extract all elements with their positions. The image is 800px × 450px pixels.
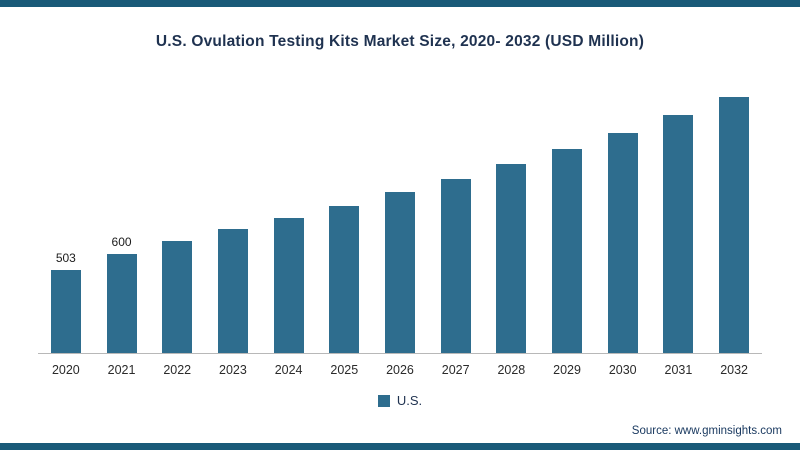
- x-tick-label: 2032: [720, 363, 748, 377]
- x-tick-label: 2031: [664, 363, 693, 377]
- bar: [663, 115, 694, 353]
- bar-column: 503: [38, 251, 94, 353]
- bar: [552, 149, 583, 353]
- bar: [106, 254, 137, 353]
- top-accent-bar: [0, 0, 800, 7]
- bar: [719, 97, 750, 353]
- bar-column: [205, 229, 261, 353]
- bar: [217, 229, 248, 353]
- x-tick-label: 2024: [274, 363, 303, 377]
- x-tick-label: 2026: [386, 363, 414, 377]
- bar: [496, 164, 527, 353]
- x-tick-label: 2025: [330, 363, 359, 377]
- x-tick-label: 2029: [553, 363, 581, 377]
- x-tick-label: 2023: [219, 363, 247, 377]
- bar-column: [651, 115, 707, 353]
- bar-column: [316, 206, 372, 353]
- bar-column: [706, 97, 762, 353]
- bar-column: [484, 164, 540, 353]
- bar: [607, 133, 638, 353]
- plot-area: 503 600: [38, 74, 762, 354]
- bar-column: [539, 149, 595, 353]
- bar-column: 600: [94, 235, 150, 353]
- bar: [440, 179, 471, 353]
- bar: [329, 206, 360, 353]
- bar-column: [149, 241, 205, 353]
- legend-label: U.S.: [396, 393, 423, 408]
- bar: [384, 192, 415, 353]
- x-axis-labels: 2020 2021 2022 2023 2024 2025 2026 2027 2028 2029…: [38, 363, 762, 377]
- bar-value-label: 600: [111, 235, 132, 249]
- bar-column: [261, 218, 317, 353]
- x-tick-label: 2027: [441, 363, 470, 377]
- source-text: Source: www.gminsights.com: [631, 425, 782, 437]
- bottom-accent-bar: [0, 443, 800, 450]
- bar-column: [372, 192, 428, 353]
- bar: [50, 270, 81, 353]
- chart-title: U.S. Ovulation Testing Kits Market Size,…: [155, 33, 645, 50]
- legend: U.S.: [0, 393, 800, 408]
- bar-column: [428, 179, 484, 353]
- x-tick-label: 2028: [497, 363, 526, 377]
- bar-value-label: 503: [55, 251, 76, 265]
- x-tick-label: 2022: [163, 363, 192, 377]
- x-tick-label: 2021: [107, 363, 136, 377]
- bar: [162, 241, 193, 353]
- bar: [273, 218, 304, 353]
- x-tick-label: 2020: [51, 363, 80, 377]
- x-tick-label: 2030: [608, 363, 637, 377]
- legend-swatch: [377, 394, 390, 407]
- bar-column: [595, 133, 651, 353]
